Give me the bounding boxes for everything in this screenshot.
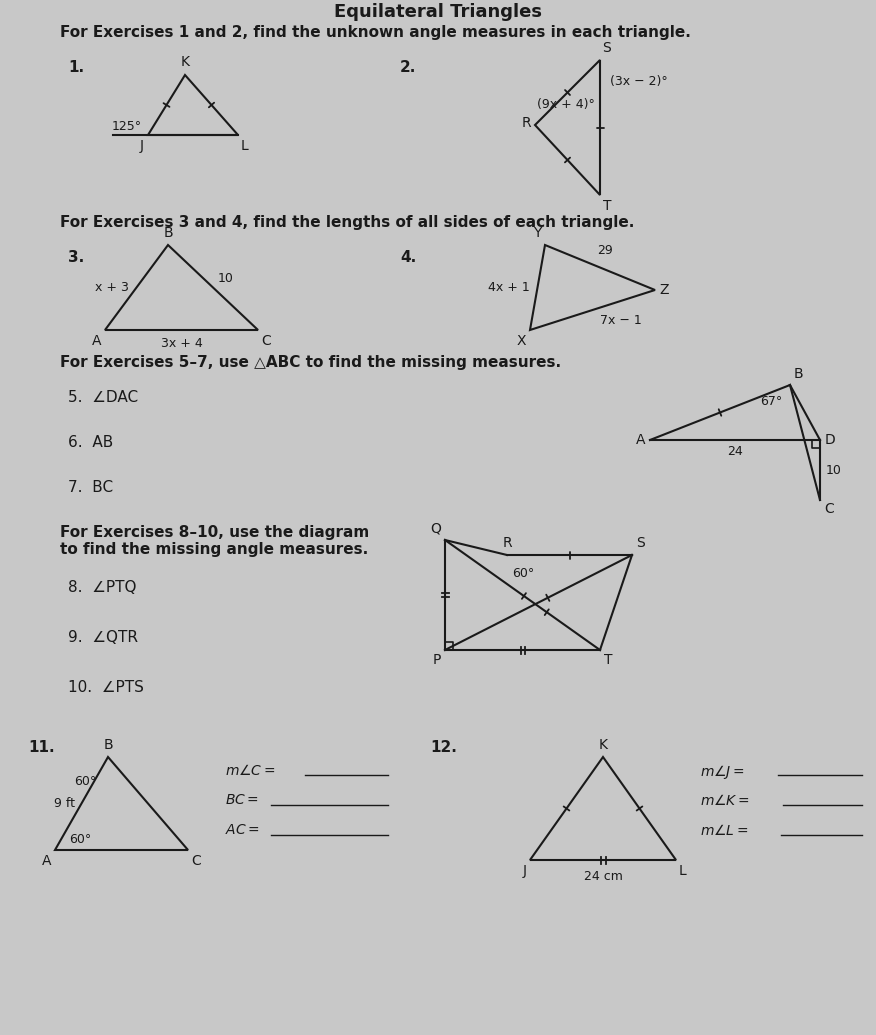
Text: 10.  ∠PTS: 10. ∠PTS: [68, 680, 144, 694]
Text: K: K: [598, 738, 607, 752]
Text: 60°: 60°: [512, 567, 534, 580]
Text: For Exercises 1 and 2, find the unknown angle measures in each triangle.: For Exercises 1 and 2, find the unknown …: [60, 25, 691, 40]
Text: Y: Y: [533, 226, 541, 240]
Text: 6.  AB: 6. AB: [68, 435, 113, 450]
Text: A: A: [91, 334, 101, 348]
Text: Q: Q: [430, 521, 441, 535]
Text: C: C: [824, 502, 834, 516]
Text: C: C: [261, 334, 271, 348]
Text: For Exercises 3 and 4, find the lengths of all sides of each triangle.: For Exercises 3 and 4, find the lengths …: [60, 215, 634, 230]
Text: P: P: [433, 653, 441, 667]
Text: For Exercises 8–10, use the diagram
to find the missing angle measures.: For Exercises 8–10, use the diagram to f…: [60, 525, 370, 558]
Text: R: R: [502, 536, 512, 550]
Text: $AC =$: $AC =$: [225, 823, 260, 837]
Text: J: J: [140, 139, 144, 153]
Text: 125°: 125°: [112, 120, 142, 134]
Text: 9 ft: 9 ft: [53, 797, 74, 810]
Text: K: K: [180, 55, 189, 69]
Text: B: B: [103, 738, 113, 752]
Text: 10: 10: [826, 464, 842, 476]
Text: 24 cm: 24 cm: [583, 870, 623, 883]
Text: A: A: [635, 433, 645, 447]
Text: For Exercises 5–7, use △ABC to find the missing measures.: For Exercises 5–7, use △ABC to find the …: [60, 355, 562, 369]
Text: J: J: [523, 864, 527, 878]
Text: 10: 10: [218, 272, 234, 286]
Text: 7.  BC: 7. BC: [68, 480, 113, 495]
Text: L: L: [241, 139, 249, 153]
Text: 67°: 67°: [759, 395, 782, 408]
Text: 1.: 1.: [68, 60, 84, 75]
Text: D: D: [825, 433, 836, 447]
Text: S: S: [602, 41, 611, 55]
Text: 5.  ∠DAC: 5. ∠DAC: [68, 390, 138, 405]
Text: R: R: [521, 116, 531, 130]
Text: (3x − 2)°: (3x − 2)°: [610, 76, 668, 89]
Text: 4.: 4.: [400, 250, 416, 265]
Text: $m\angle K =$: $m\angle K =$: [700, 793, 750, 808]
Text: B: B: [163, 226, 173, 240]
Text: Z: Z: [659, 283, 668, 297]
Text: S: S: [636, 536, 645, 550]
Text: 24: 24: [727, 445, 743, 459]
Text: 29: 29: [597, 244, 613, 258]
Text: 4x + 1: 4x + 1: [488, 280, 529, 294]
Text: 11.: 11.: [28, 740, 54, 755]
Text: 9.  ∠QTR: 9. ∠QTR: [68, 630, 138, 645]
Text: Equilateral Triangles: Equilateral Triangles: [334, 3, 542, 21]
Text: x + 3: x + 3: [95, 280, 129, 294]
Text: $BC =$: $BC =$: [225, 793, 259, 807]
Text: L: L: [679, 864, 687, 878]
Text: X: X: [517, 334, 526, 348]
Text: 7x − 1: 7x − 1: [601, 314, 642, 327]
Text: B: B: [794, 367, 803, 381]
Text: 12.: 12.: [430, 740, 457, 755]
Text: $m\angle C =$: $m\angle C =$: [225, 763, 275, 778]
Text: (9x + 4)°: (9x + 4)°: [537, 98, 595, 111]
Text: 2.: 2.: [400, 60, 416, 75]
Text: $m\angle L =$: $m\angle L =$: [700, 823, 748, 838]
Text: 3x + 4: 3x + 4: [160, 337, 202, 350]
Text: 8.  ∠PTQ: 8. ∠PTQ: [68, 580, 137, 595]
Text: C: C: [191, 854, 201, 868]
Text: A: A: [41, 854, 51, 868]
Text: 60°: 60°: [74, 775, 96, 788]
Text: T: T: [603, 199, 611, 213]
Text: 60°: 60°: [69, 833, 91, 846]
Text: T: T: [604, 653, 612, 667]
Text: $m\angle J =$: $m\angle J =$: [700, 763, 745, 781]
Text: 3.: 3.: [68, 250, 84, 265]
